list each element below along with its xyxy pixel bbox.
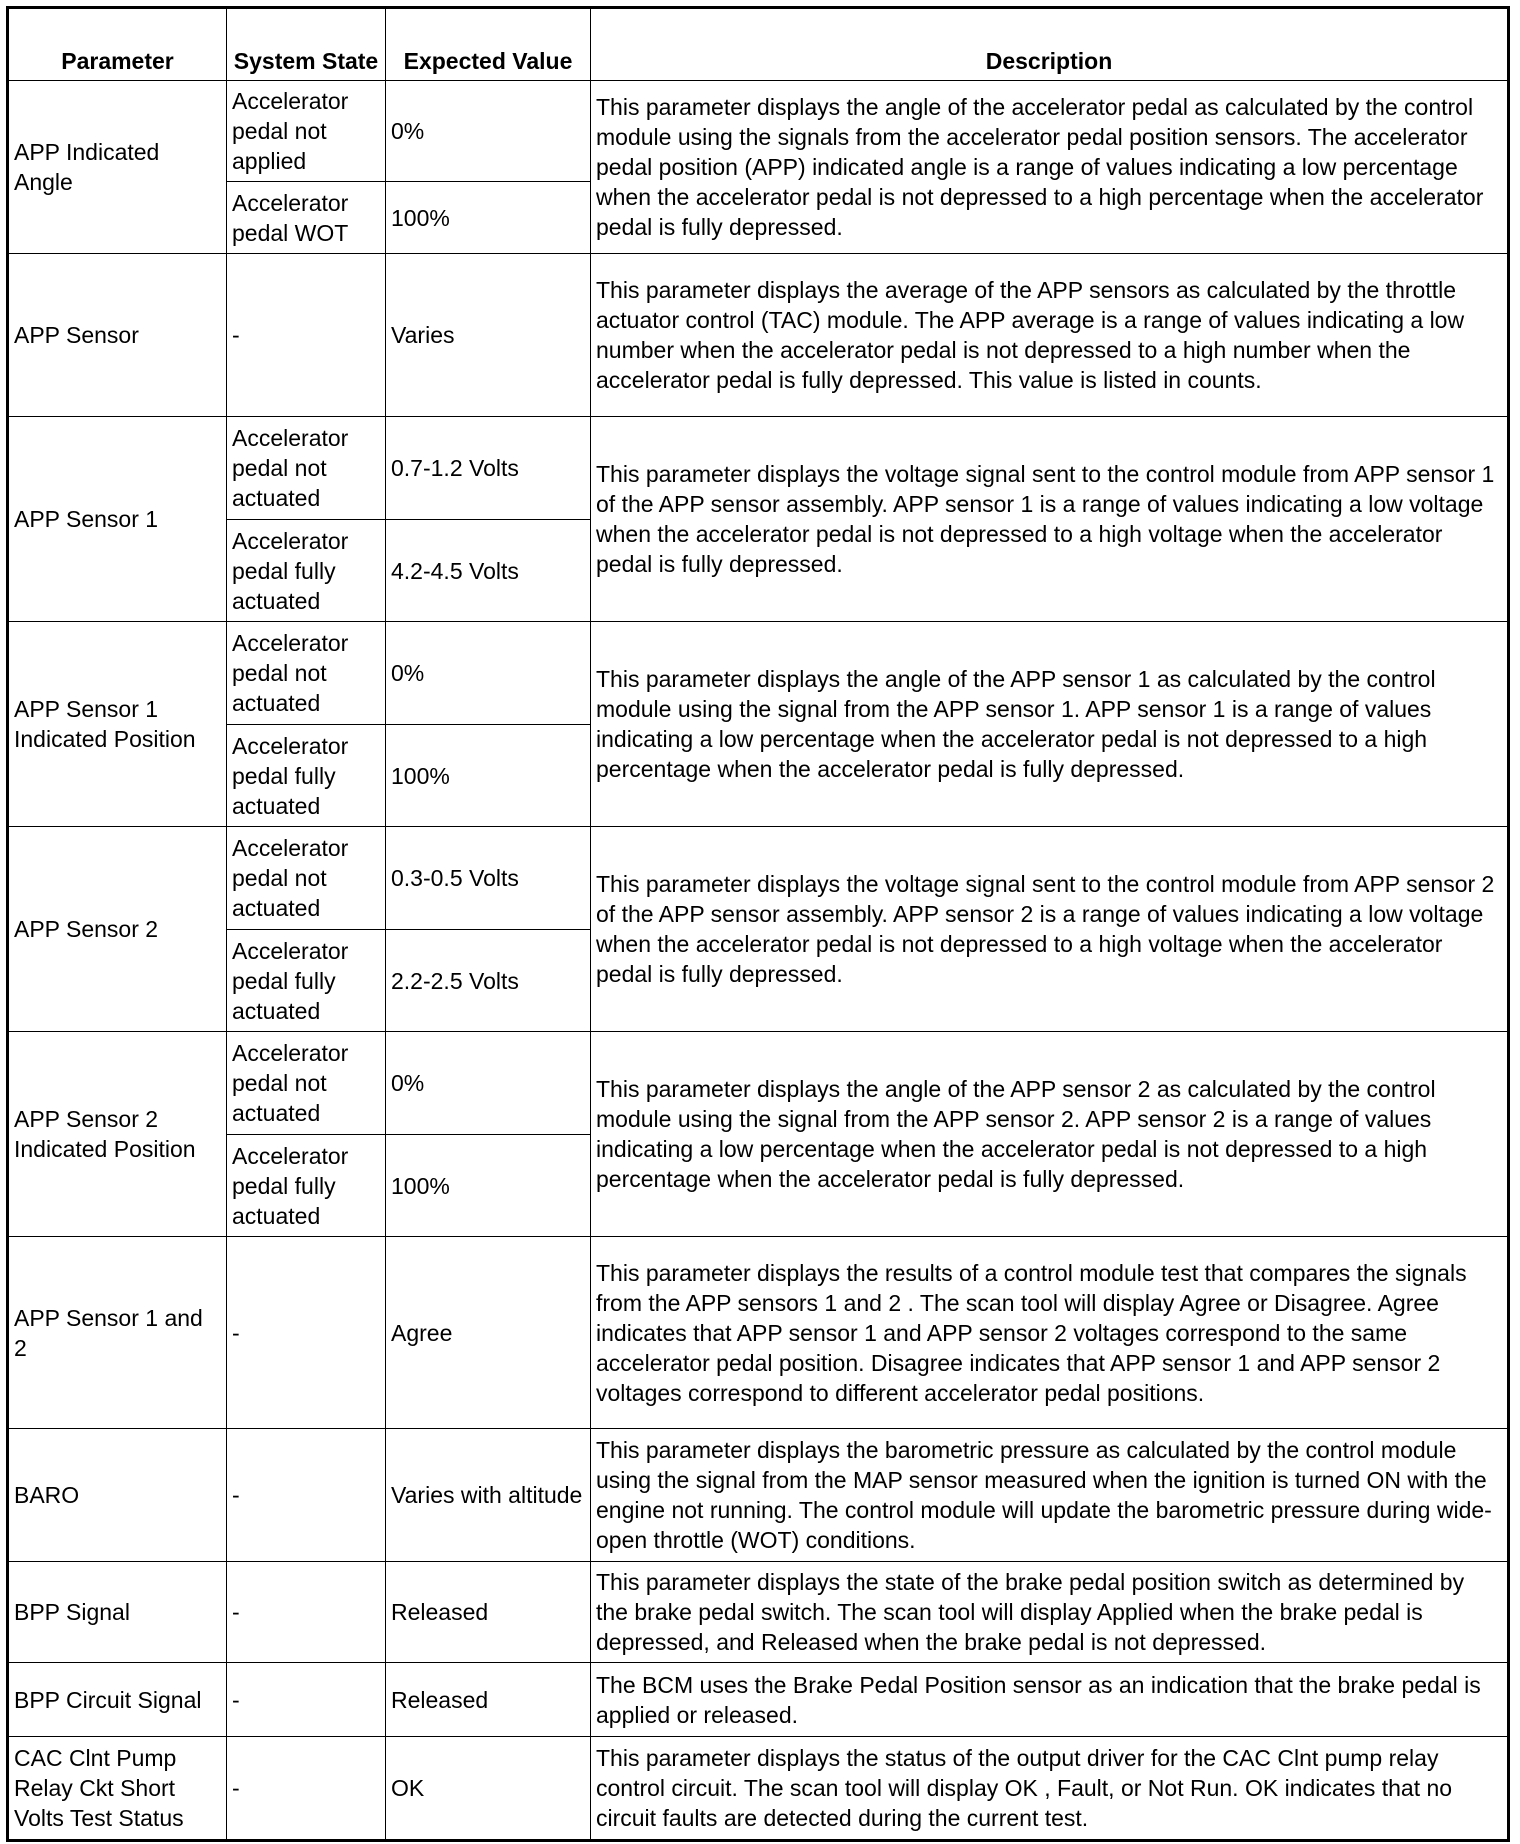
parameter-cell: BARO bbox=[7, 1428, 227, 1562]
expected-value-cell: 0.7-1.2 Volts bbox=[385, 416, 591, 520]
table-row: Accelerator pedal fully actuated 100% bbox=[8, 1134, 1509, 1237]
header-parameter: Parameter bbox=[7, 7, 227, 81]
system-state-cell: Accelerator pedal not actuated bbox=[226, 1031, 386, 1135]
expected-value-cell: 4.2-4.5 Volts bbox=[385, 519, 591, 622]
description-cell: This parameter displays the angle of the… bbox=[590, 80, 1509, 254]
table-row: APP Sensor 1 Indicated Position Accelerat… bbox=[7, 621, 1509, 827]
table-row: BARO - Varies with altitude This parameter … bbox=[7, 1428, 1509, 1562]
expected-value-cell: 100% bbox=[385, 1134, 591, 1237]
parameter-cell: BPP Signal bbox=[7, 1561, 227, 1663]
description-cell: This parameter displays the state of the… bbox=[590, 1561, 1509, 1663]
table-row: CAC Clnt Pump Relay Ckt Short Volts Test… bbox=[7, 1736, 1509, 1841]
table-row: APP Indicated Angle Accelerator pedal not… bbox=[7, 80, 1509, 254]
header-expected-value: Expected Value bbox=[385, 7, 591, 81]
expected-value-cell: 100% bbox=[385, 724, 591, 827]
table-row: APP Sensor 2 Accelerator pedal not actuat… bbox=[7, 826, 1509, 1032]
table-row: APP Sensor 1 Accelerator pedal not actuat… bbox=[7, 416, 1509, 622]
table-row: Accelerator pedal fully actuated 100% bbox=[8, 724, 1509, 827]
header-system-state: System State bbox=[226, 7, 386, 81]
system-state-cell: Accelerator pedal fully actuated bbox=[226, 724, 386, 827]
expected-value-cell: OK bbox=[385, 1736, 591, 1841]
parameter-cell: APP Sensor bbox=[7, 253, 227, 417]
parameter-cell: APP Sensor 2 Indicated Position bbox=[7, 1031, 227, 1237]
description-cell: This parameter displays the barometric p… bbox=[590, 1428, 1509, 1562]
system-state-cell: Accelerator pedal fully actuated bbox=[226, 929, 386, 1032]
expected-value-cell: Varies bbox=[385, 253, 591, 417]
expected-value-cell: Released bbox=[385, 1662, 591, 1737]
table-row: APP Sensor 2 Indicated Position Accelerat… bbox=[7, 1031, 1509, 1237]
system-state-cell: Accelerator pedal not actuated bbox=[226, 826, 386, 930]
system-state-cell: - bbox=[226, 1561, 386, 1663]
parameter-cell: APP Indicated Angle bbox=[7, 80, 227, 254]
system-state-cell: - bbox=[226, 253, 386, 417]
system-state-cell: - bbox=[226, 1428, 386, 1562]
expected-value-cell: 100% bbox=[385, 181, 591, 254]
system-state-cell: Accelerator pedal fully actuated bbox=[226, 519, 386, 622]
description-cell: This parameter displays the angle of the… bbox=[590, 1031, 1509, 1237]
description-cell: This parameter displays the voltage sign… bbox=[590, 826, 1509, 1032]
system-state-cell: Accelerator pedal fully actuated bbox=[226, 1134, 386, 1237]
system-state-cell: Accelerator pedal not applied bbox=[226, 80, 386, 182]
expected-value-cell: 0% bbox=[385, 621, 591, 725]
parameter-cell: APP Sensor 1 Indicated Position bbox=[7, 621, 227, 827]
system-state-cell: Accelerator pedal not actuated bbox=[226, 416, 386, 520]
parameter-cell: CAC Clnt Pump Relay Ckt Short Volts Test… bbox=[7, 1736, 227, 1841]
system-state-cell: - bbox=[226, 1236, 386, 1429]
table-row: Accelerator pedal fully actuated 4.2-4.5 … bbox=[8, 519, 1509, 622]
parameter-table: Parameter System State Expected Value De… bbox=[6, 6, 1510, 1842]
header-row: Parameter System State Expected Value De… bbox=[7, 7, 1509, 81]
description-cell: This parameter displays the status of th… bbox=[590, 1736, 1509, 1841]
description-cell: This parameter displays the average of t… bbox=[590, 253, 1509, 417]
description-cell: This parameter displays the voltage sign… bbox=[590, 416, 1509, 622]
expected-value-cell: 0% bbox=[385, 80, 591, 182]
expected-value-cell: Agree bbox=[385, 1236, 591, 1429]
table-row: APP Sensor 1 and 2- Agree This parameter d… bbox=[7, 1236, 1509, 1429]
expected-value-cell: 2.2-2.5 Volts bbox=[385, 929, 591, 1032]
system-state-cell: - bbox=[226, 1736, 386, 1841]
description-cell: This parameter displays the results of a… bbox=[590, 1236, 1509, 1429]
header-description: Description bbox=[590, 7, 1509, 81]
parameter-cell: BPP Circuit Signal bbox=[7, 1662, 227, 1737]
table-row: Accelerator pedal fully actuated 2.2-2.5 … bbox=[8, 929, 1509, 1032]
system-state-cell: Accelerator pedal WOT bbox=[226, 181, 386, 254]
expected-value-cell: 0% bbox=[385, 1031, 591, 1135]
system-state-cell: - bbox=[226, 1662, 386, 1737]
table-row: BPP Signal - Released This parameter displa… bbox=[7, 1561, 1509, 1663]
parameter-cell: APP Sensor 1 bbox=[7, 416, 227, 622]
description-cell: The BCM uses the Brake Pedal Position se… bbox=[590, 1662, 1509, 1737]
table-row: BPP Circuit Signal - Released The BCM uses … bbox=[7, 1662, 1509, 1737]
expected-value-cell: Released bbox=[385, 1561, 591, 1663]
expected-value-cell: Varies with altitude bbox=[385, 1428, 591, 1562]
system-state-cell: Accelerator pedal not actuated bbox=[226, 621, 386, 725]
expected-value-cell: 0.3-0.5 Volts bbox=[385, 826, 591, 930]
table-row: APP Sensor - Varies This parameter displays… bbox=[7, 253, 1509, 417]
description-cell: This parameter displays the angle of the… bbox=[590, 621, 1509, 827]
parameter-cell: APP Sensor 2 bbox=[7, 826, 227, 1032]
parameter-cell: APP Sensor 1 and 2 bbox=[7, 1236, 227, 1429]
